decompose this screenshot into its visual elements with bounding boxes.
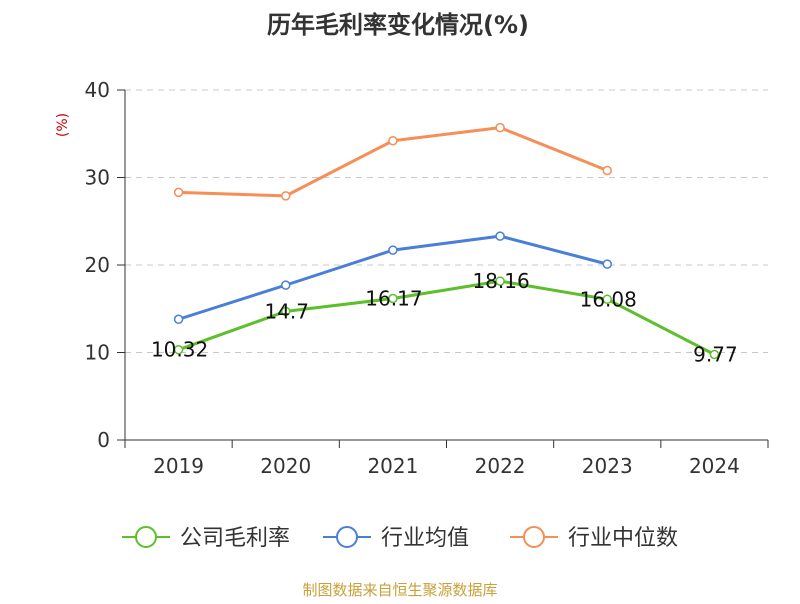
data-point [173,187,184,198]
data-point [495,122,505,133]
legend-item-1[interactable]: 行业均值 [323,526,469,551]
series [173,122,720,360]
legend-item-0[interactable]: 公司毛利率 [122,526,290,551]
axes: 0 10 20 30 40 2019 2020 2021 2022 2023 2024 [85,78,769,478]
data-point [602,294,612,305]
legend-marker [135,526,157,548]
x-tick-label: 2019 [153,454,204,478]
x-tick-label: 2021 [367,454,418,478]
grid [125,89,768,353]
y-tick-label: 0 [97,428,110,452]
x-tick-label: 2020 [260,454,311,478]
data-point [173,344,184,355]
data-point [495,231,505,241]
data-label: 18.16 [472,269,529,293]
data-point [388,293,398,304]
legend-marker [523,526,545,548]
data-point [388,245,398,255]
data-label: 16.17 [365,287,422,311]
series-2 [173,122,612,201]
data-point [602,259,612,269]
legend[interactable]: 公司毛利率 行业均值 行业中位数 [122,526,678,551]
data-label: 10.32 [151,338,208,362]
data-point [495,276,505,286]
y-axis-label: (%) [55,113,71,137]
y-tick-label: 30 [85,166,110,190]
y-tick-label: 10 [85,341,110,365]
data-point [281,280,291,290]
legend-label: 行业均值 [381,526,469,551]
series-line [178,279,716,356]
data-label: 9.77 [693,343,738,367]
y-tick-label: 20 [85,253,110,277]
data-point [602,165,612,176]
data-label: 14.7 [264,299,309,323]
data-point [173,314,184,324]
data-point [709,349,720,360]
series-0 [173,276,720,360]
source-note: 制图数据来自恒生聚源数据库 [302,581,497,599]
data-labels: 10.32 14.7 16.17 18.16 16.08 9.77 [151,269,738,366]
series-1 [173,231,612,324]
legend-label: 公司毛利率 [180,526,290,551]
chart-title: 历年毛利率变化情况(%) [267,11,529,39]
y-tick-label: 40 [85,78,110,102]
legend-item-2[interactable]: 行业中位数 [510,526,678,551]
data-point [281,191,291,201]
x-tick-label: 2023 [582,454,633,478]
legend-marker [336,526,358,548]
data-point [388,136,398,146]
data-label: 16.08 [580,287,637,311]
x-tick-label: 2022 [475,454,526,478]
legend-label: 行业中位数 [568,526,678,551]
data-point [281,306,291,317]
x-tick-label: 2024 [689,454,740,478]
